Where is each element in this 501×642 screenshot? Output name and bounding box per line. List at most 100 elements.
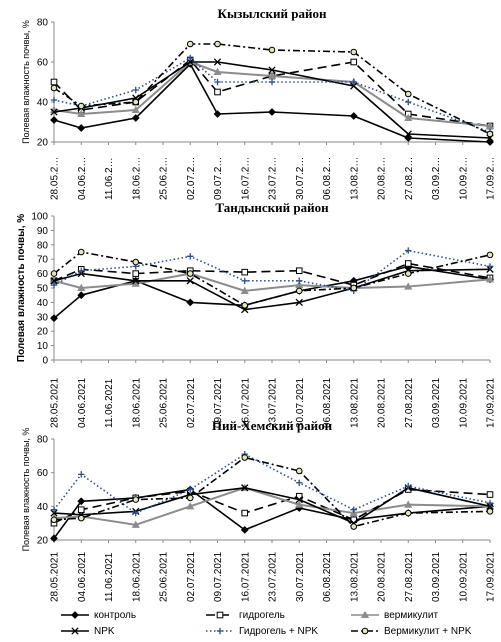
chart-panel-1: Кызылский район Полевая влажность почвы, … <box>21 6 497 200</box>
data-point-hydrogel-npk <box>50 506 58 513</box>
x-tick-label: 28.05.2021 <box>50 552 61 602</box>
y-tick-label: 20 <box>37 327 49 338</box>
x-tick-label: 23.07.2… <box>268 157 279 200</box>
data-point-vermiculite-npk <box>268 46 276 54</box>
data-point-vermiculite-npk <box>50 516 58 524</box>
series-hydrogel-npk <box>50 54 494 136</box>
x-tick-label: 09.07.2021 <box>213 552 224 602</box>
x-tick-label: 25.06.2021 <box>159 378 170 428</box>
data-point-control <box>349 112 358 120</box>
x-tick-label: 04.06.2021 <box>77 378 88 428</box>
x-tick-label: 13.08.2021 <box>349 378 360 428</box>
legend-item-control: контроль <box>60 608 136 622</box>
series-vermiculite-npk <box>50 248 494 309</box>
data-point-control <box>77 291 86 300</box>
data-point-npk <box>350 82 358 90</box>
legend-marker-hydrogel-npk <box>216 627 224 635</box>
data-point-hydrogel-npk <box>132 509 139 517</box>
data-point-vermiculite <box>131 520 140 528</box>
data-point-vermiculite <box>485 121 495 130</box>
legend-item-vermiculite-npk: Вермикулит + NPK <box>350 624 471 638</box>
data-point-hydrogel <box>77 506 85 513</box>
data-point-vermiculite-npk <box>132 98 140 106</box>
x-tick-label: 16.07.2021 <box>240 378 251 428</box>
data-point-control <box>50 534 58 543</box>
x-tick-label: 28.05.2… <box>50 157 61 200</box>
data-point-control <box>50 116 58 124</box>
data-point-vermiculite-npk <box>50 84 58 92</box>
data-point-hydrogel-npk <box>214 78 221 86</box>
y-axis-label: Полевая влажность почвы, % <box>21 20 31 144</box>
data-point-hydrogel-npk <box>78 267 85 274</box>
x-tick-label: 20.08.2021 <box>377 378 388 428</box>
data-point-vermiculite <box>131 105 140 114</box>
data-point-hydrogel-npk <box>350 506 357 513</box>
y-tick-label: 80 <box>37 18 49 29</box>
y-tick-label: 50 <box>37 284 49 295</box>
legend-item-hydrogel: гидрогель <box>205 608 285 622</box>
data-point-hydrogel <box>404 260 412 267</box>
data-point-vermiculite <box>267 71 277 80</box>
data-point-vermiculite-npk <box>295 287 303 295</box>
x-tick-label: 10.09.2021 <box>458 552 469 602</box>
legend-swatch-hydrogel <box>206 611 234 619</box>
data-point-vermiculite-npk <box>404 509 412 517</box>
x-tick-label: 11.06.2021 <box>104 552 115 602</box>
data-point-hydrogel <box>241 509 249 517</box>
x-tick-label: 02.07.2… <box>186 157 197 200</box>
series-line-vermiculite-npk <box>53 456 491 528</box>
data-point-control <box>268 108 276 116</box>
x-tick-label: 06.08.2… <box>322 157 333 200</box>
y-tick-label: 30 <box>37 312 49 323</box>
y-axis-label: Полевая влажность почвы, % <box>16 214 27 362</box>
data-point-vermiculite-npk <box>350 523 358 530</box>
data-point-vermiculite <box>404 113 413 122</box>
data-point-vermiculite-npk <box>404 270 412 277</box>
series-hydrogel-npk <box>50 247 494 295</box>
data-point-control <box>77 124 86 132</box>
data-point-hydrogel-npk <box>78 471 85 478</box>
x-tick-label: 16.07.2… <box>240 157 251 200</box>
series-line-hydrogel <box>53 262 491 286</box>
data-point-npk <box>404 130 412 138</box>
x-tick-label: 30.07.2021 <box>295 378 306 428</box>
data-point-vermiculite-npk <box>241 301 249 309</box>
y-tick-label: 80 <box>37 435 49 446</box>
data-point-hydrogel-npk <box>296 277 303 284</box>
x-tick-label: 10.09.2021 <box>458 378 469 428</box>
series-vermiculite-npk <box>50 454 494 530</box>
x-tick-label: 18.06.2021 <box>131 552 142 602</box>
series-line-npk <box>53 268 491 311</box>
data-point-npk <box>295 298 303 307</box>
data-point-hydrogel-npk <box>187 253 194 260</box>
data-point-vermiculite-npk <box>350 284 358 292</box>
series-npk <box>50 58 494 142</box>
data-point-hydrogel-npk <box>405 482 412 490</box>
data-point-vermiculite-npk <box>77 102 85 110</box>
data-point-vermiculite-npk <box>486 508 494 515</box>
x-tick-label: 09.07.2… <box>213 157 224 200</box>
data-point-hydrogel <box>241 268 249 276</box>
series-control <box>50 262 494 323</box>
data-point-vermiculite <box>485 275 495 283</box>
series-line-control <box>53 265 491 319</box>
chart-title: Пий-Хемский район <box>212 418 333 433</box>
data-point-vermiculite-npk <box>295 467 303 475</box>
x-tick-label: 13.08.2021 <box>349 552 360 602</box>
legend-item-npk: NPK <box>60 624 115 638</box>
data-point-npk <box>268 66 276 74</box>
legend-swatch-npk <box>61 627 89 635</box>
data-point-npk <box>50 277 58 285</box>
x-tick-label: 17.09.2… <box>486 157 497 200</box>
data-point-vermiculite-npk <box>186 40 194 48</box>
data-point-hydrogel-npk <box>50 281 58 289</box>
data-point-vermiculite-npk <box>132 258 140 266</box>
series-hydrogel <box>50 56 494 130</box>
chart-panel-2: Тандынский район Полевая влажность почвы,… <box>16 200 497 428</box>
series-vermiculite <box>49 269 495 294</box>
data-point-vermiculite <box>77 283 86 292</box>
data-point-control <box>131 114 140 122</box>
data-point-control <box>186 298 195 307</box>
data-point-vermiculite-npk <box>50 270 58 277</box>
legend-swatch-vermiculite <box>351 610 379 619</box>
